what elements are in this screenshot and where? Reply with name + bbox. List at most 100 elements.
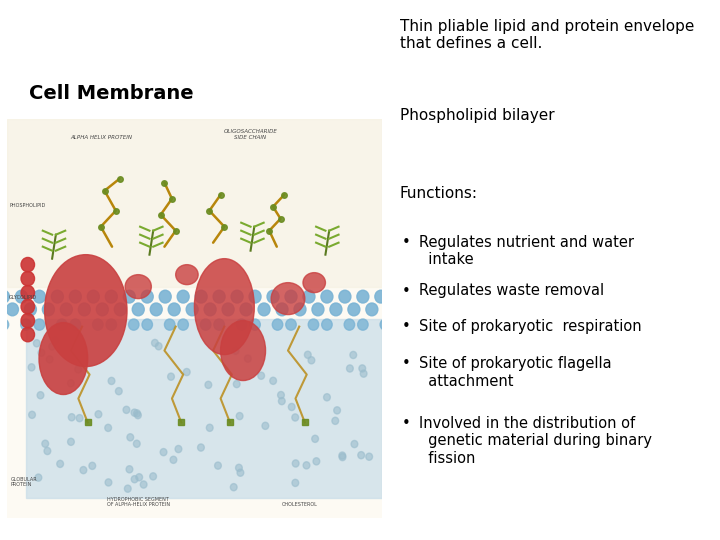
Circle shape — [360, 370, 367, 377]
Ellipse shape — [176, 265, 198, 285]
Text: CHOLESTEROL: CHOLESTEROL — [282, 502, 318, 508]
Circle shape — [358, 451, 364, 459]
Circle shape — [114, 303, 126, 316]
Circle shape — [131, 476, 138, 483]
Circle shape — [286, 319, 296, 330]
Circle shape — [230, 484, 237, 491]
Circle shape — [168, 373, 174, 380]
Text: PHOSPHOLIPID: PHOSPHOLIPID — [9, 202, 45, 208]
Circle shape — [21, 258, 35, 272]
Circle shape — [348, 303, 360, 316]
Circle shape — [177, 290, 189, 303]
Circle shape — [128, 319, 139, 330]
Circle shape — [105, 290, 117, 303]
Text: Thin pliable lipid and protein envelope
that defines a cell.: Thin pliable lipid and protein envelope … — [400, 19, 694, 51]
Circle shape — [168, 303, 180, 316]
Circle shape — [214, 319, 225, 330]
Circle shape — [44, 448, 51, 455]
Circle shape — [312, 303, 324, 316]
Circle shape — [305, 351, 311, 359]
Circle shape — [213, 290, 225, 303]
Circle shape — [339, 452, 346, 459]
Text: •: • — [402, 284, 410, 299]
Bar — [7, 119, 382, 287]
Circle shape — [159, 290, 171, 303]
Circle shape — [233, 381, 240, 388]
Circle shape — [332, 417, 338, 424]
Circle shape — [233, 347, 239, 354]
Circle shape — [279, 397, 285, 404]
Circle shape — [258, 372, 264, 379]
Circle shape — [197, 444, 204, 451]
Circle shape — [262, 422, 269, 429]
Circle shape — [96, 303, 108, 316]
Circle shape — [76, 415, 83, 422]
Circle shape — [6, 303, 19, 316]
Circle shape — [134, 410, 140, 417]
Circle shape — [21, 327, 35, 342]
Circle shape — [35, 474, 42, 481]
Circle shape — [366, 453, 372, 460]
Circle shape — [105, 479, 112, 486]
Circle shape — [294, 303, 306, 316]
Circle shape — [313, 458, 320, 465]
Ellipse shape — [303, 273, 325, 293]
Circle shape — [105, 424, 112, 431]
Circle shape — [21, 299, 35, 314]
Ellipse shape — [271, 282, 305, 315]
Circle shape — [175, 446, 182, 453]
Text: Regulates nutrient and water
  intake: Regulates nutrient and water intake — [419, 235, 634, 267]
Circle shape — [207, 424, 213, 431]
Circle shape — [142, 319, 153, 330]
Circle shape — [21, 313, 35, 328]
Circle shape — [200, 319, 211, 330]
Circle shape — [231, 290, 243, 303]
Circle shape — [184, 368, 190, 376]
Circle shape — [0, 290, 9, 303]
Circle shape — [344, 319, 355, 330]
Text: Cell Membrane: Cell Membrane — [29, 84, 194, 103]
Circle shape — [89, 462, 96, 469]
Circle shape — [375, 290, 387, 303]
Circle shape — [131, 409, 138, 416]
Circle shape — [384, 303, 396, 316]
Circle shape — [258, 303, 270, 316]
Circle shape — [141, 290, 153, 303]
Text: Site of prokaryotic  respiration: Site of prokaryotic respiration — [419, 319, 642, 334]
Circle shape — [150, 303, 162, 316]
Circle shape — [132, 303, 144, 316]
Circle shape — [245, 355, 251, 362]
Circle shape — [164, 319, 175, 330]
Circle shape — [24, 303, 37, 316]
Circle shape — [303, 462, 310, 469]
Text: ALPHA HELIX PROTEIN: ALPHA HELIX PROTEIN — [70, 135, 132, 140]
Circle shape — [52, 337, 59, 344]
Circle shape — [60, 303, 72, 316]
Circle shape — [170, 456, 177, 463]
Text: Phospholipid bilayer: Phospholipid bilayer — [400, 108, 554, 123]
Circle shape — [267, 290, 279, 303]
Circle shape — [240, 303, 252, 316]
Text: Regulates waste removal: Regulates waste removal — [419, 284, 604, 299]
Circle shape — [15, 290, 27, 303]
Circle shape — [68, 380, 74, 387]
Circle shape — [312, 435, 318, 442]
Ellipse shape — [39, 322, 88, 395]
Ellipse shape — [45, 255, 127, 367]
Circle shape — [93, 319, 103, 330]
Circle shape — [68, 438, 74, 445]
Circle shape — [21, 272, 35, 286]
Circle shape — [249, 290, 261, 303]
Circle shape — [270, 377, 276, 384]
Circle shape — [236, 413, 243, 420]
Ellipse shape — [125, 275, 151, 299]
Text: Site of prokaryotic flagella
  attachment: Site of prokaryotic flagella attachment — [419, 356, 612, 389]
Circle shape — [292, 480, 299, 487]
Circle shape — [204, 303, 216, 316]
Circle shape — [150, 473, 156, 480]
Circle shape — [46, 356, 53, 363]
Circle shape — [28, 364, 35, 371]
Circle shape — [339, 454, 346, 461]
Circle shape — [21, 319, 31, 330]
Circle shape — [123, 406, 130, 414]
